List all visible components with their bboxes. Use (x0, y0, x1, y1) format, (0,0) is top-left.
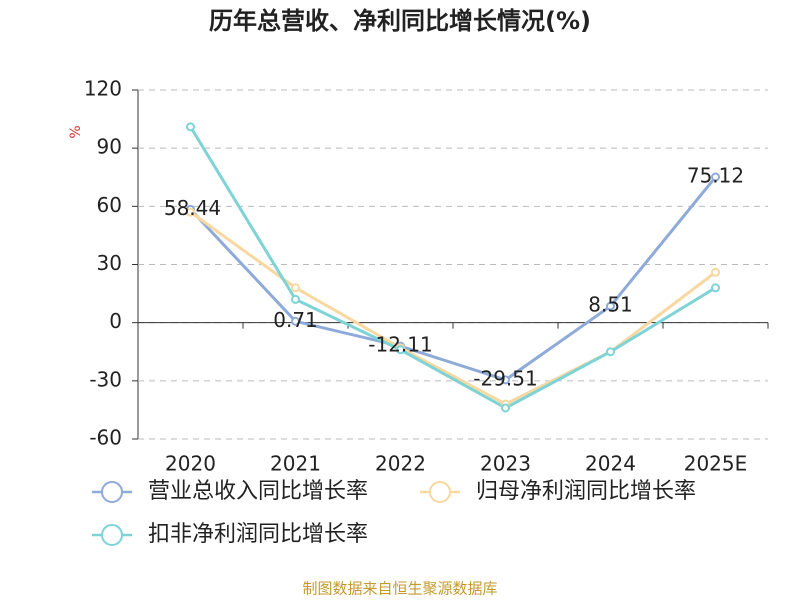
x-tick-label: 2020 (165, 452, 216, 476)
y-tick-label: 0 (109, 309, 122, 333)
series-line (189, 176, 717, 382)
y-tick-label: 30 (97, 251, 122, 275)
x-tick-label: 2023 (480, 452, 531, 476)
data-point (501, 375, 510, 385)
data-point (186, 207, 195, 217)
data-label: 58.44 (164, 196, 221, 220)
data-label: -12.11 (368, 333, 432, 357)
data-label: 0.71 (273, 308, 318, 332)
y-axis-label: % (68, 125, 84, 138)
x-tick-label: 2024 (585, 452, 636, 476)
legend-marker (101, 481, 123, 503)
data-point (711, 267, 720, 277)
x-tick-label: 2025E (684, 452, 748, 476)
legend-marker (101, 524, 123, 546)
y-tick-label: 90 (97, 135, 122, 159)
legend-marker (429, 481, 451, 503)
data-point (186, 122, 195, 132)
data-label: 75.12 (687, 164, 744, 188)
data-point (711, 283, 720, 293)
data-point (711, 172, 720, 182)
data-point (291, 294, 300, 304)
data-point (291, 283, 300, 293)
source-note: 制图数据来自恒生聚源数据库 (302, 580, 497, 598)
y-tick-label: -60 (89, 426, 122, 450)
x-tick-label: 2021 (270, 452, 321, 476)
data-point (606, 347, 615, 357)
legend-label: 归母净利润同比增长率 (476, 479, 696, 504)
data-point (396, 345, 405, 355)
x-tick-label: 2022 (375, 452, 426, 476)
data-point (291, 316, 300, 326)
legend-label: 营业总收入同比增长率 (148, 479, 368, 504)
y-tick-label: 120 (84, 77, 122, 101)
series-line (189, 210, 717, 406)
data-label: 8.51 (588, 293, 633, 317)
legend-label: 扣非净利润同比增长率 (148, 522, 368, 547)
chart-title: 历年总营收、净利同比增长情况(%) (209, 7, 591, 35)
data-point (501, 403, 510, 413)
y-tick-label: -30 (89, 367, 122, 391)
data-label: -29.51 (473, 366, 537, 390)
y-tick-label: 60 (97, 193, 122, 217)
data-point (606, 301, 615, 311)
series-line (189, 126, 717, 410)
